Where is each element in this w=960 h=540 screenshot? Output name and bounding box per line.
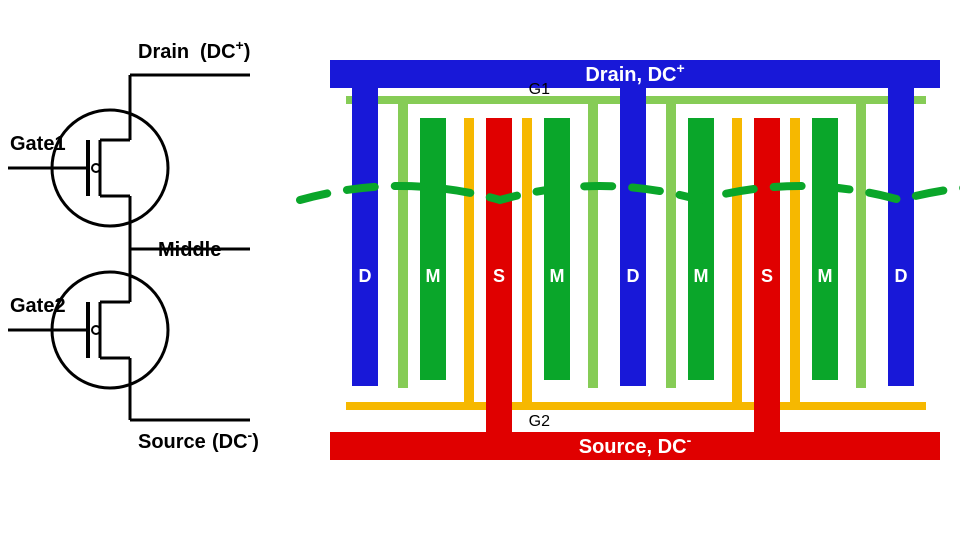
col-M (420, 118, 446, 380)
source-bar-label: Source, DC- (579, 432, 692, 458)
col-label-S: S (493, 266, 505, 286)
drain-bar-label: Drain, DC+ (585, 60, 684, 86)
col-G2 (790, 118, 800, 410)
col-label-M: M (694, 266, 709, 286)
col-label-D: D (895, 266, 908, 286)
label-dcminus: (DC-) (212, 427, 259, 453)
col-G1 (398, 96, 408, 388)
col-G1 (856, 96, 866, 388)
col-G1 (588, 96, 598, 388)
g2-label: G2 (529, 413, 550, 430)
label-gate1: Gate1 (10, 133, 66, 155)
label-dcplus: (DC+) (200, 37, 250, 63)
g1-label: G1 (529, 81, 550, 98)
col-G1 (666, 96, 676, 388)
col-G2 (732, 118, 742, 410)
col-M (812, 118, 838, 380)
col-M (544, 118, 570, 380)
col-D (620, 88, 646, 386)
col-G2 (464, 118, 474, 410)
label-gate2: Gate2 (10, 295, 66, 317)
col-G2 (522, 118, 532, 410)
col-label-M: M (818, 266, 833, 286)
label-drain: Drain (138, 41, 189, 63)
g2-bar (346, 402, 926, 410)
col-D (888, 88, 914, 386)
col-label-M: M (550, 266, 565, 286)
col-D (352, 88, 378, 386)
label-source: Source (138, 431, 206, 453)
col-label-D: D (359, 266, 372, 286)
label-middle: Middle (158, 239, 221, 261)
col-label-S: S (761, 266, 773, 286)
col-M (688, 118, 714, 380)
col-label-D: D (627, 266, 640, 286)
col-label-M: M (426, 266, 441, 286)
diagram-canvas: Drain (DC+) Gate1 Gate2 Middle Source (DC-) D M S… (0, 0, 960, 540)
